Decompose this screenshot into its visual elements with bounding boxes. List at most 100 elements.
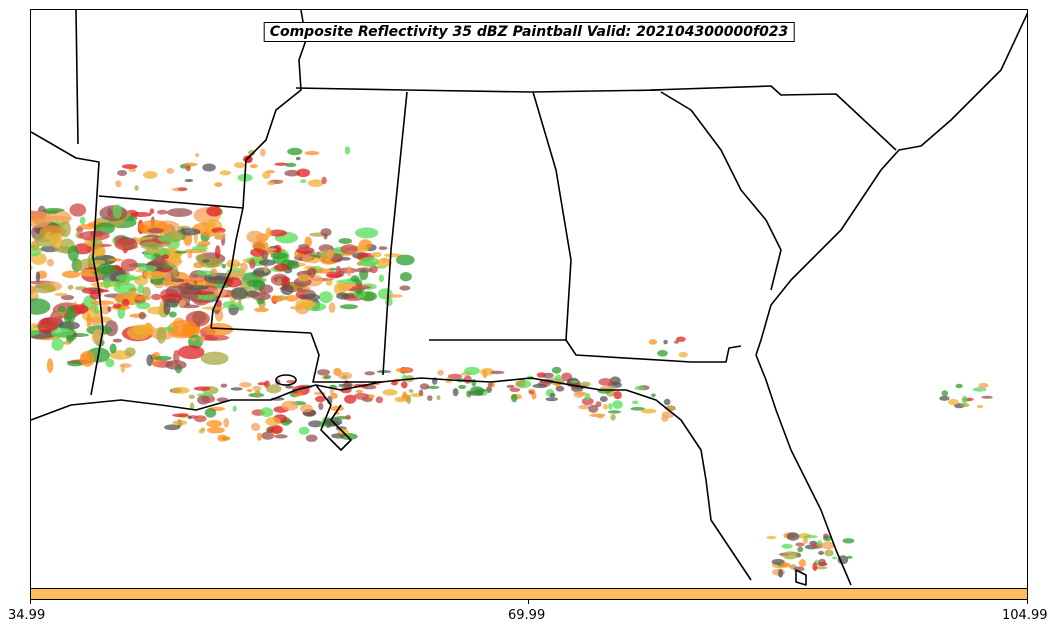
reflectivity-blob (179, 299, 186, 308)
reflectivity-blob (634, 385, 646, 391)
reflectivity-blob (325, 279, 333, 286)
reflectivity-blob (197, 240, 211, 246)
reflectivity-blob (278, 179, 284, 183)
reflectivity-blob (214, 231, 226, 240)
reflectivity-blob (803, 535, 818, 539)
reflectivity-blob (613, 391, 622, 400)
reflectivity-blob (355, 267, 373, 273)
reflectivity-blob (307, 179, 324, 187)
reflectivity-blob (185, 165, 191, 172)
reflectivity-blob (824, 549, 834, 557)
reflectivity-blob (31, 244, 43, 248)
reflectivity-blob (298, 244, 310, 250)
reflectivity-blob (280, 284, 294, 296)
georgia-south-carolina-border (660, 91, 782, 291)
reflectivity-blob (214, 245, 221, 260)
reflectivity-blob (274, 162, 288, 166)
reflectivity-blob (143, 270, 166, 280)
reflectivity-blob (119, 363, 132, 368)
arkansas-louisiana-border (210, 327, 312, 334)
reflectivity-blob (651, 393, 656, 398)
reflectivity-blob (972, 387, 987, 392)
colorbar-label-max: 104.99 (1002, 608, 1048, 623)
reflectivity-blob (293, 392, 303, 397)
reflectivity-blob (364, 371, 376, 376)
reflectivity-blob (797, 546, 804, 553)
map-panel: Composite Reflectivity 35 dBZ Paintball … (30, 9, 1028, 589)
gulf-coastline (31, 377, 626, 421)
reflectivity-blob (87, 317, 104, 326)
reflectivity-blob (258, 284, 274, 294)
reflectivity-blob (676, 336, 686, 342)
reflectivity-blob (608, 402, 613, 410)
reflectivity-blob (630, 407, 646, 411)
reflectivity-blob (183, 162, 198, 167)
reflectivity-blob (238, 304, 244, 311)
reflectivity-blob (299, 404, 313, 413)
reflectivity-blob (220, 383, 228, 388)
reflectivity-blob (121, 164, 138, 169)
reflectivity-blob (640, 408, 657, 414)
reflectivity-blob (62, 270, 81, 279)
reflectivity-blob (598, 378, 613, 386)
reflectivity-blob (90, 237, 103, 250)
louisiana-delta (315, 384, 352, 451)
reflectivity-blob (45, 231, 53, 241)
reflectivity-blob (297, 274, 311, 282)
mississippi-louisiana-border (310, 332, 383, 383)
reflectivity-blob (581, 397, 594, 406)
reflectivity-blob (187, 415, 192, 419)
reflectivity-blob (336, 292, 350, 300)
reflectivity-blob (452, 388, 459, 397)
reflectivity-blob (375, 396, 384, 404)
reflectivity-blob (217, 434, 228, 442)
reflectivity-blob (216, 299, 222, 309)
reflectivity-blob (317, 369, 330, 376)
reflectivity-blob (164, 326, 175, 332)
reflectivity-blob (846, 555, 853, 559)
reflectivity-blob (464, 366, 480, 375)
reflectivity-blob (955, 383, 963, 389)
reflectivity-blob (401, 381, 408, 389)
reflectivity-blob (266, 428, 273, 434)
reflectivity-blob (427, 395, 433, 401)
reflectivity-blob (378, 246, 388, 251)
reflectivity-blob (144, 249, 163, 253)
reflectivity-blob (115, 274, 137, 282)
reflectivity-blob (386, 294, 403, 298)
reflectivity-blob (79, 216, 86, 225)
reflectivity-blob (588, 404, 599, 413)
reflectivity-blob (167, 254, 182, 264)
reflectivity-blob (60, 294, 75, 301)
reflectivity-blob (140, 241, 160, 250)
reflectivity-blob (107, 258, 123, 262)
reflectivity-blob (542, 372, 554, 379)
reflectivity-blob (277, 278, 282, 285)
reflectivity-blob (327, 248, 335, 259)
reflectivity-blob (296, 168, 311, 178)
reflectivity-blob (96, 264, 117, 275)
reflectivity-blob (782, 551, 798, 560)
reflectivity-blob (157, 209, 168, 215)
reflectivity-blob (107, 306, 112, 312)
reflectivity-blob (66, 334, 74, 343)
reflectivity-blob (254, 390, 261, 399)
reflectivity-blob (319, 291, 333, 304)
reflectivity-blob (375, 258, 392, 267)
reflectivity-blob (330, 405, 345, 412)
reflectivity-blob (103, 277, 111, 289)
reflectivity-blob (948, 398, 959, 406)
arkansas-north-border (75, 10, 79, 145)
reflectivity-blob (307, 267, 317, 275)
alabama-georgia-border (532, 91, 572, 341)
colorbar (30, 588, 1028, 600)
reflectivity-blob (151, 293, 162, 301)
reflectivity-blob (115, 180, 122, 188)
reflectivity-blob (270, 295, 283, 303)
reflectivity-blob (135, 269, 145, 273)
reflectivity-blob (320, 228, 332, 237)
reflectivity-blob (171, 386, 190, 394)
reflectivity-blob (347, 266, 352, 277)
colorbar-label-min: 34.99 (8, 608, 46, 623)
reflectivity-blob (109, 343, 117, 354)
